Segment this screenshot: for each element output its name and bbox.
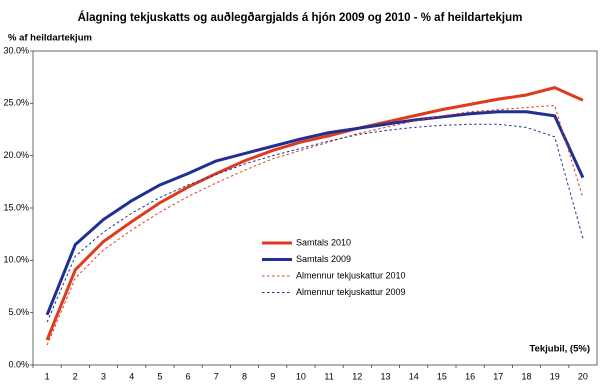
x-tick-label: 10 <box>296 371 306 381</box>
legend-label: Almennur tekjuskattur 2009 <box>296 287 406 297</box>
y-tick-label: 20.0% <box>3 150 29 160</box>
x-tick-label: 1 <box>45 371 50 381</box>
y-tick-label: 5.0% <box>8 307 29 317</box>
x-tick-label: 6 <box>186 371 191 381</box>
x-tick-label: 17 <box>493 371 503 381</box>
legend-label: Samtals 2009 <box>296 254 351 264</box>
x-tick-label: 11 <box>324 371 333 381</box>
x-tick-label: 16 <box>465 371 475 381</box>
y-tick-label: 25.0% <box>3 98 29 108</box>
x-tick-label: 19 <box>550 371 560 381</box>
x-tick-label: 14 <box>409 371 419 381</box>
x-tick-label: 15 <box>437 371 447 381</box>
series-line <box>45 86 584 341</box>
x-tick-label: 4 <box>129 371 134 381</box>
series-line <box>45 110 585 316</box>
legend-label: Almennur tekjuskattur 2010 <box>296 270 406 280</box>
x-tick-label: 8 <box>242 371 247 381</box>
x-tick-label: 12 <box>352 371 362 381</box>
x-tick-label: 2 <box>73 371 78 381</box>
x-tick-label: 7 <box>214 371 219 381</box>
x-tick-label: 13 <box>380 371 390 381</box>
y-tick-label: 0.0% <box>8 359 29 369</box>
x-tick-label: 5 <box>157 371 162 381</box>
x-tick-label: 18 <box>521 371 531 381</box>
y-axis-label: % af heildartekjum <box>8 33 92 44</box>
legend-label: Samtals 2010 <box>296 237 351 247</box>
y-tick-label: 15.0% <box>3 202 29 212</box>
y-tick-label: 10.0% <box>3 255 29 265</box>
x-tick-label: 3 <box>101 371 106 381</box>
series-line <box>46 104 584 346</box>
x-axis-label: Tekjubil, (5%) <box>529 344 590 355</box>
x-tick-label: 20 <box>578 371 588 381</box>
x-tick-label: 9 <box>270 371 275 381</box>
chart-title: Álagning tekjuskatts og auðlegðargjalds … <box>78 11 523 24</box>
y-tick-label: 30.0% <box>3 45 29 55</box>
